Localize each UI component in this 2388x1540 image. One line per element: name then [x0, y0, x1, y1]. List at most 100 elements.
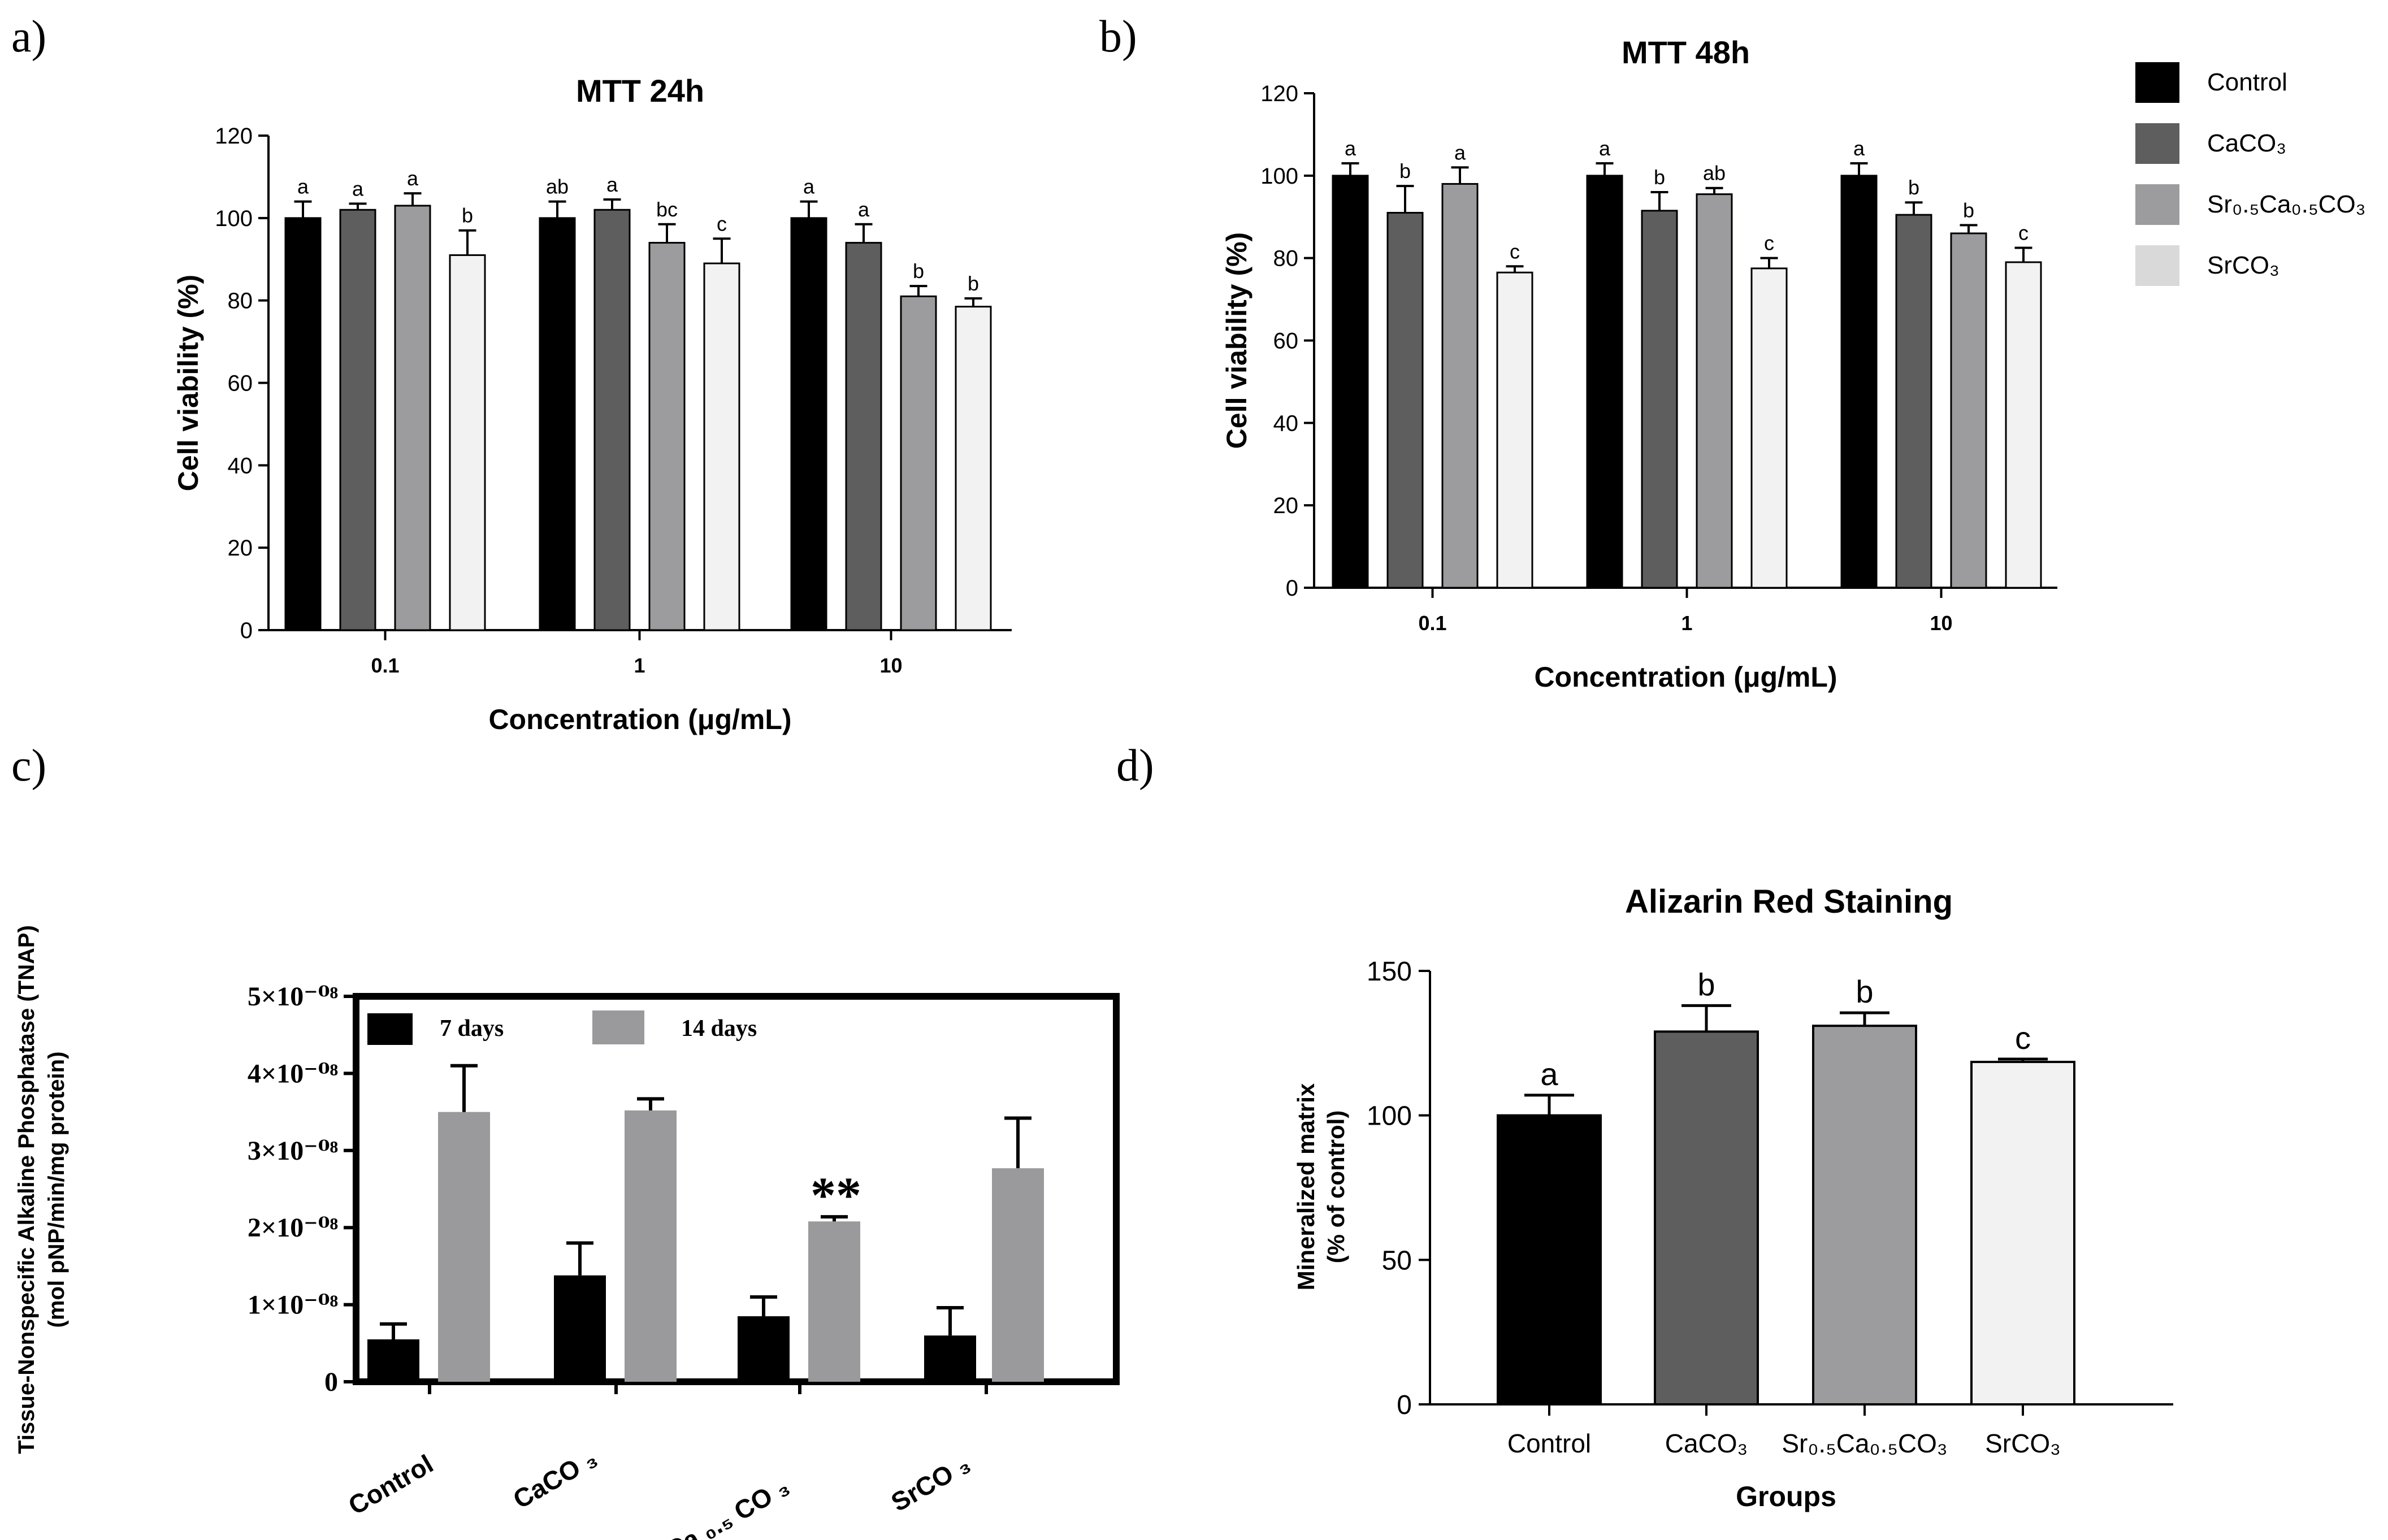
chart-c-y-tick-label: 4×10⁻⁰⁸ — [248, 1059, 338, 1088]
legend-label-control: Control — [2207, 68, 2287, 96]
chart-c-bar — [738, 1316, 790, 1382]
chart-c-significance-mark: ** — [811, 1168, 861, 1224]
chart-c-frame — [353, 993, 1120, 1385]
chart-b-y-tick-label: 80 — [1273, 246, 1299, 271]
chart-c-bar — [625, 1110, 677, 1382]
chart-a-x-tick-label: 1 — [634, 654, 645, 677]
legend-swatch-control — [2135, 62, 2179, 103]
legend-swatch-srco3 — [2135, 245, 2179, 286]
chart-d-y-tick-label: 50 — [1382, 1246, 1412, 1276]
chart-b-y-tick-label: 20 — [1273, 493, 1299, 518]
chart-a-x-tick-label: 10 — [879, 654, 902, 677]
panel-label-c: c) — [11, 741, 47, 791]
chart-b-bar — [1840, 175, 1878, 589]
chart-b-significance-letter: c — [2018, 221, 2029, 244]
panel-label-a: a) — [11, 12, 47, 62]
chart-b-significance-letter: b — [1399, 159, 1411, 183]
chart-d-bar — [1812, 1025, 1917, 1405]
chart-b-bar — [1641, 210, 1678, 589]
chart-c-bar — [924, 1335, 976, 1382]
chart-b-y-tick-label: 100 — [1260, 164, 1298, 189]
chart-b-bar — [1696, 193, 1733, 589]
chart-b-bar — [1496, 271, 1533, 589]
chart-b-significance-letter: a — [1345, 137, 1356, 160]
chart-c-y-tick-label: 1×10⁻⁰⁸ — [248, 1290, 338, 1320]
chart-a-significance-letter: a — [352, 177, 364, 200]
chart-b-x-tick-label: 10 — [1930, 611, 1952, 635]
chart-a-y-tick-label: 100 — [215, 206, 253, 231]
chart-b-significance-letter: a — [1599, 137, 1611, 160]
chart-a-bar — [539, 217, 576, 631]
chart-d-x-tick-label: SrCO₃ — [1985, 1429, 2061, 1458]
chart-a-bar — [648, 242, 686, 631]
chart-c-x-tick-label: Sr ₀.₅ Ca ₀.₅ CO ₃ — [598, 1472, 794, 1540]
chart-a-bar — [790, 217, 827, 631]
chart-d-y-tick-label: 0 — [1397, 1390, 1412, 1420]
chart-a-significance-letter: b — [913, 259, 924, 283]
legend-swatch-srca — [2135, 184, 2179, 225]
chart-c-y-label-unit: (mol pNP/min/mg protein) — [44, 1052, 69, 1328]
chart-d-significance-letter: a — [1540, 1056, 1558, 1092]
chart-c-bar — [438, 1112, 490, 1382]
chart-a-bar — [339, 209, 376, 631]
chart-b-bar — [1441, 183, 1479, 589]
chart-b-bar — [1586, 175, 1623, 589]
chart-a-significance-letter: a — [407, 167, 419, 190]
chart-b-bar — [2005, 261, 2042, 589]
chart-a-significance-letter: ab — [546, 175, 569, 198]
chart-d-x-tick-label: Sr₀.₅Ca₀.₅CO₃ — [1782, 1429, 1947, 1458]
chart-b-bar — [1750, 267, 1788, 589]
chart-a-bar — [845, 242, 882, 631]
chart-a-bar — [284, 217, 322, 631]
chart-b-y-label: Cell viability (%) — [1221, 232, 1252, 449]
chart-d-bar — [1970, 1061, 2075, 1405]
chart-b-bar — [1332, 175, 1369, 589]
chart-a-y-tick-label: 40 — [228, 453, 253, 478]
chart-a-significance-letter: c — [717, 212, 727, 235]
chart-d-x-tick-label: CaCO₃ — [1665, 1429, 1748, 1458]
chart-a-y-tick-label: 60 — [228, 371, 253, 396]
chart-b-y-tick-label: 0 — [1286, 576, 1298, 601]
chart-d-x-label: Groups — [1736, 1481, 1836, 1512]
legend-label-14-days: 14 days — [681, 1016, 757, 1042]
chart-b-significance-letter: b — [1908, 176, 1919, 199]
legend-swatch-7-days — [367, 1013, 413, 1045]
chart-a-bar — [394, 205, 431, 631]
chart-a-significance-letter: a — [297, 175, 309, 198]
chart-a-x-tick-label: 0.1 — [371, 654, 399, 677]
chart-a-title: MTT 24h — [576, 73, 704, 109]
panel-label-d: d) — [1116, 741, 1154, 791]
chart-d-bar — [1654, 1030, 1759, 1405]
chart-b-significance-letter: a — [1454, 141, 1466, 164]
chart-b-bar — [1895, 214, 1932, 589]
chart-a-bar — [449, 254, 486, 631]
chart-b-x-label: Concentration (μg/mL) — [1534, 661, 1837, 693]
chart-b-x-tick-label: 0.1 — [1418, 611, 1446, 635]
chart-d-y-label-unit: (% of control) — [1323, 1110, 1349, 1264]
panel-label-b: b) — [1099, 12, 1137, 62]
chart-c-x-tick-label: SrCO ₃ — [886, 1449, 975, 1517]
legend-label-caco3: CaCO₃ — [2207, 129, 2286, 157]
chart-b-title: MTT 48h — [1622, 34, 1750, 70]
chart-b-significance-letter: b — [1654, 166, 1665, 189]
chart-b-x-tick-label: 1 — [1681, 611, 1692, 635]
chart-d-title: Alizarin Red Staining — [1625, 883, 1953, 920]
chart-c-y-tick-label: 3×10⁻⁰⁸ — [248, 1136, 338, 1166]
chart-a-y-tick-label: 20 — [228, 536, 253, 561]
chart-d-significance-letter: c — [2015, 1020, 2031, 1056]
chart-b-y-tick-label: 40 — [1273, 411, 1299, 436]
chart-b-y-tick-label: 60 — [1273, 329, 1299, 354]
chart-a-significance-letter: b — [968, 272, 979, 295]
chart-b-significance-letter: c — [1510, 240, 1520, 263]
chart-d-y-tick-label: 100 — [1367, 1101, 1412, 1131]
chart-c-x-tick-label: CaCO ₃ — [508, 1443, 602, 1515]
chart-d-bar — [1497, 1114, 1602, 1405]
chart-d-y-tick-label: 150 — [1367, 957, 1412, 987]
chart-c-y-tick-label: 0 — [324, 1367, 338, 1397]
chart-a-bar — [955, 306, 992, 631]
chart-b-significance-letter: c — [1764, 232, 1774, 255]
legend-label-srco3: SrCO₃ — [2207, 251, 2279, 279]
chart-a-y-tick-label: 0 — [240, 618, 253, 643]
chart-c-bar — [554, 1275, 606, 1382]
